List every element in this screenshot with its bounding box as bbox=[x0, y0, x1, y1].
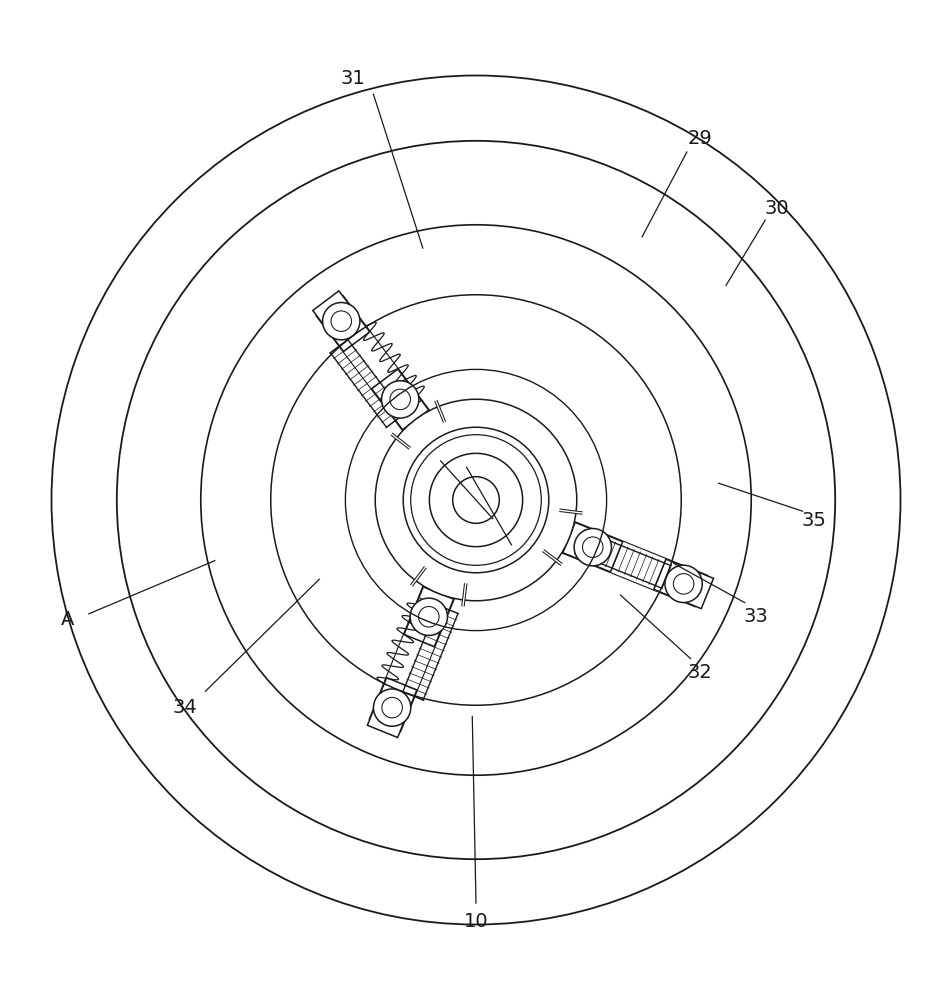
Text: 10: 10 bbox=[464, 912, 488, 931]
Text: 30: 30 bbox=[764, 199, 788, 218]
Circle shape bbox=[410, 598, 447, 635]
Polygon shape bbox=[316, 295, 431, 433]
Text: 33: 33 bbox=[744, 607, 768, 626]
Polygon shape bbox=[563, 522, 623, 572]
Circle shape bbox=[452, 477, 499, 523]
Text: 29: 29 bbox=[687, 129, 712, 148]
Circle shape bbox=[331, 311, 351, 331]
Circle shape bbox=[382, 697, 403, 718]
Circle shape bbox=[323, 303, 360, 340]
Text: 34: 34 bbox=[172, 698, 197, 717]
Polygon shape bbox=[371, 369, 428, 430]
Polygon shape bbox=[369, 584, 455, 732]
Text: 35: 35 bbox=[802, 511, 826, 530]
Circle shape bbox=[574, 529, 611, 566]
Circle shape bbox=[583, 537, 603, 557]
Polygon shape bbox=[367, 678, 417, 738]
Circle shape bbox=[382, 381, 419, 418]
Circle shape bbox=[664, 565, 703, 603]
Text: 32: 32 bbox=[687, 663, 712, 682]
Circle shape bbox=[419, 607, 439, 627]
Polygon shape bbox=[654, 559, 713, 609]
Circle shape bbox=[429, 453, 523, 547]
Polygon shape bbox=[313, 291, 369, 351]
Text: 31: 31 bbox=[341, 69, 366, 88]
Circle shape bbox=[373, 689, 410, 726]
Polygon shape bbox=[404, 587, 453, 647]
Circle shape bbox=[390, 389, 410, 410]
Circle shape bbox=[673, 574, 694, 594]
Circle shape bbox=[404, 427, 548, 573]
Text: A: A bbox=[61, 610, 74, 629]
Circle shape bbox=[375, 399, 577, 601]
Polygon shape bbox=[560, 521, 708, 607]
